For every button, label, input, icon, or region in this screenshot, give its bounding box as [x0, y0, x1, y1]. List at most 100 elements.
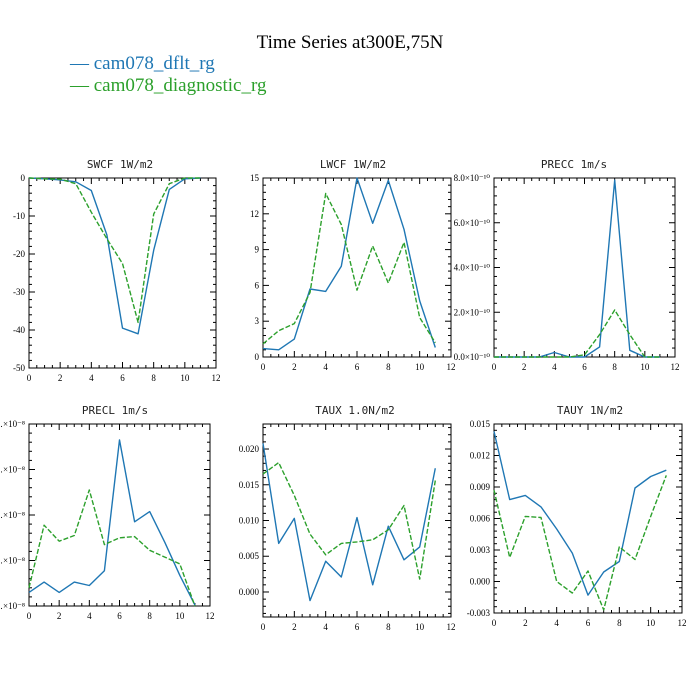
- y-tick-label: 0.003: [470, 545, 491, 555]
- x-tick-label: 10: [180, 373, 190, 383]
- x-tick-label: 0: [261, 362, 266, 372]
- x-tick-label: 12: [671, 362, 680, 372]
- plot-frame: [28, 177, 217, 369]
- y-tick-label: -40: [13, 325, 25, 335]
- x-tick-label: 2: [57, 611, 62, 621]
- y-tick-label: 0.0×10⁻¹⁰: [454, 352, 491, 362]
- x-tick-label: 4: [554, 618, 559, 628]
- x-tick-label: 0: [27, 611, 32, 621]
- series-line-diagnostic: [494, 309, 660, 358]
- y-tick-label: 8.0×10⁻¹⁰: [454, 173, 491, 183]
- x-tick-label: 10: [175, 611, 185, 621]
- y-tick-label: 6: [255, 280, 260, 290]
- x-tick-label: 0: [261, 622, 266, 632]
- x-tick-label: 2: [292, 622, 297, 632]
- plot-frame: [262, 177, 452, 358]
- y-tick-label: 0.005: [239, 551, 260, 561]
- x-tick-label: 12: [212, 373, 221, 383]
- y-tick-label: …×10⁻⁸: [0, 465, 25, 475]
- series-line-dflt: [493, 431, 667, 596]
- panel-6: TAUY 1N/m2 0 2 4 6 8 10 12 -0.003 0.000 0.003 0.006…: [467, 404, 687, 628]
- y-tick-label: 4.0×10⁻¹⁰: [454, 263, 491, 273]
- x-tick-label: 6: [355, 362, 360, 372]
- y-tick-label: 0.015: [470, 419, 491, 429]
- panel-5: TAUX 1.0N/m2 0 2 4 6 8 10 12 0.000 0.005 0.010 0.01…: [239, 404, 456, 632]
- panel-title: TAUY 1N/m2: [557, 404, 623, 417]
- x-tick-label: 8: [147, 611, 152, 621]
- series-line-dflt: [262, 443, 436, 602]
- series-line-diagnostic: [28, 177, 201, 324]
- y-tick-label: 0.012: [470, 451, 490, 461]
- series-line-dflt: [494, 179, 660, 358]
- series-line-dflt: [28, 439, 196, 606]
- y-tick-label: 0.020: [239, 444, 260, 454]
- series-line-diagnostic: [262, 461, 436, 580]
- panel-4: PRECL 1m/s 0 2 4 6 8 10 12 …×10⁻⁸ …×10⁻⁸ …×10⁻⁸ …×1…: [0, 404, 215, 621]
- panels-container: SWCF 1W/m20 2 4 6 8 10 12-50-40-30-20-100LWCF …: [0, 158, 687, 632]
- x-tick-label: 10: [415, 622, 425, 632]
- y-tick-label: …×10⁻⁸: [0, 556, 25, 566]
- plot-frame: [493, 177, 676, 358]
- x-tick-label: 6: [586, 618, 591, 628]
- panel-title: LWCF 1W/m2: [320, 158, 386, 171]
- x-tick-label: 4: [552, 362, 557, 372]
- x-tick-label: 6: [120, 373, 125, 383]
- x-tick-label: 2: [522, 362, 527, 372]
- panel-title: PRECL 1m/s: [82, 404, 148, 417]
- y-tick-label: …×10⁻⁸: [0, 601, 25, 611]
- x-tick-label: 0: [492, 362, 497, 372]
- x-tick-label: 12: [447, 622, 456, 632]
- series-line-dflt: [28, 177, 201, 335]
- y-tick-label: 15: [250, 173, 260, 183]
- x-tick-label: 8: [612, 362, 617, 372]
- x-tick-label: 4: [323, 622, 328, 632]
- legend: — cam078_dflt_rg — cam078_diagnostic_rg: [69, 53, 267, 96]
- legend-label-dflt: cam078_dflt_rg: [94, 53, 216, 74]
- x-tick-label: 6: [117, 611, 122, 621]
- plot-frame: [493, 423, 683, 614]
- y-tick-label: -0.003: [467, 608, 491, 618]
- y-tick-label: 2.0×10⁻¹⁰: [454, 307, 491, 317]
- panel-title: PRECC 1m/s: [541, 158, 607, 171]
- y-tick-label: 0.000: [470, 577, 491, 587]
- legend-entry-dflt: — cam078_dflt_rg: [69, 53, 215, 74]
- y-tick-label: 12: [250, 209, 259, 219]
- y-tick-label: 0.006: [470, 514, 491, 524]
- panel-title: TAUX 1.0N/m2: [315, 404, 394, 417]
- x-tick-label: 10: [640, 362, 650, 372]
- panel-title: SWCF 1W/m2: [87, 158, 153, 171]
- y-tick-label: 9: [255, 245, 260, 255]
- x-tick-label: 10: [415, 362, 425, 372]
- x-tick-label: 12: [678, 618, 687, 628]
- y-tick-label: 0.000: [239, 587, 260, 597]
- legend-label-diagnostic: cam078_diagnostic_rg: [94, 75, 267, 96]
- x-tick-label: 12: [447, 362, 456, 372]
- panel-2: LWCF 1W/m2 0 2 4 6 8 10 12 0 3 6 9 12 15: [250, 158, 456, 372]
- x-tick-label: 4: [323, 362, 328, 372]
- y-tick-label: 0: [255, 352, 260, 362]
- y-tick-label: 0.015: [239, 480, 260, 490]
- y-tick-label: 0.010: [239, 516, 260, 526]
- x-tick-label: 8: [617, 618, 622, 628]
- panel-3: PRECC 1m/s 0 2 4 6 8 10 12 0.0×10⁻¹⁰ 2.0×10⁻¹⁰ 4.0…: [454, 158, 680, 372]
- x-tick-label: 2: [292, 362, 297, 372]
- x-tick-label: 10: [646, 618, 656, 628]
- x-tick-label: 6: [355, 622, 360, 632]
- x-tick-label: 0: [27, 373, 32, 383]
- y-tick-label: -10: [13, 211, 25, 221]
- x-tick-label: 4: [87, 611, 92, 621]
- x-tick-label: 6: [582, 362, 587, 372]
- y-tick-label: -30: [13, 287, 25, 297]
- x-tick-label: 8: [386, 622, 391, 632]
- y-tick-label: -50: [13, 363, 25, 373]
- y-tick-label: 0: [21, 173, 26, 183]
- y-tick-label: …×10⁻⁸: [0, 510, 25, 520]
- x-tick-label: 2: [523, 618, 528, 628]
- x-tick-label: 2: [58, 373, 63, 383]
- figure-title: Time Series at300E,75N: [257, 32, 444, 53]
- plot-frame: [28, 423, 211, 607]
- x-tick-label: 4: [89, 373, 94, 383]
- x-tick-label: 12: [206, 611, 215, 621]
- y-tick-label: 3: [255, 316, 260, 326]
- x-tick-label: 8: [151, 373, 156, 383]
